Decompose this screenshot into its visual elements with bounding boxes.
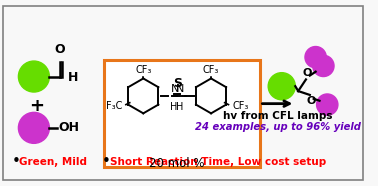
Text: Green, Mild: Green, Mild <box>19 157 87 167</box>
Text: 24 examples, up to 96% yield: 24 examples, up to 96% yield <box>195 122 361 132</box>
Text: Short Reaction Time, Low cost setup: Short Reaction Time, Low cost setup <box>110 157 327 167</box>
Text: S: S <box>173 77 182 90</box>
Text: O: O <box>55 43 65 56</box>
Text: CF₃: CF₃ <box>232 101 249 111</box>
Text: OH: OH <box>58 121 79 134</box>
Text: H: H <box>68 71 78 84</box>
Circle shape <box>19 112 50 143</box>
Bar <box>104 60 260 167</box>
Text: N: N <box>176 84 184 94</box>
Circle shape <box>317 94 338 115</box>
Text: +: + <box>29 97 44 115</box>
Circle shape <box>19 61 50 92</box>
Circle shape <box>268 73 295 100</box>
Text: 20 mol %: 20 mol % <box>149 158 205 170</box>
Text: O: O <box>306 96 316 106</box>
Text: hv from CFL lamps: hv from CFL lamps <box>223 111 333 121</box>
Text: •: • <box>102 154 110 169</box>
Text: •: • <box>12 154 20 169</box>
Text: F₃C: F₃C <box>105 101 122 111</box>
Text: H: H <box>176 102 184 112</box>
Text: CF₃: CF₃ <box>203 65 219 75</box>
Text: CF₃: CF₃ <box>135 65 152 75</box>
Text: H: H <box>170 102 178 112</box>
Circle shape <box>305 46 326 68</box>
Circle shape <box>313 55 334 77</box>
Text: O: O <box>302 68 311 78</box>
Text: N: N <box>170 84 179 94</box>
